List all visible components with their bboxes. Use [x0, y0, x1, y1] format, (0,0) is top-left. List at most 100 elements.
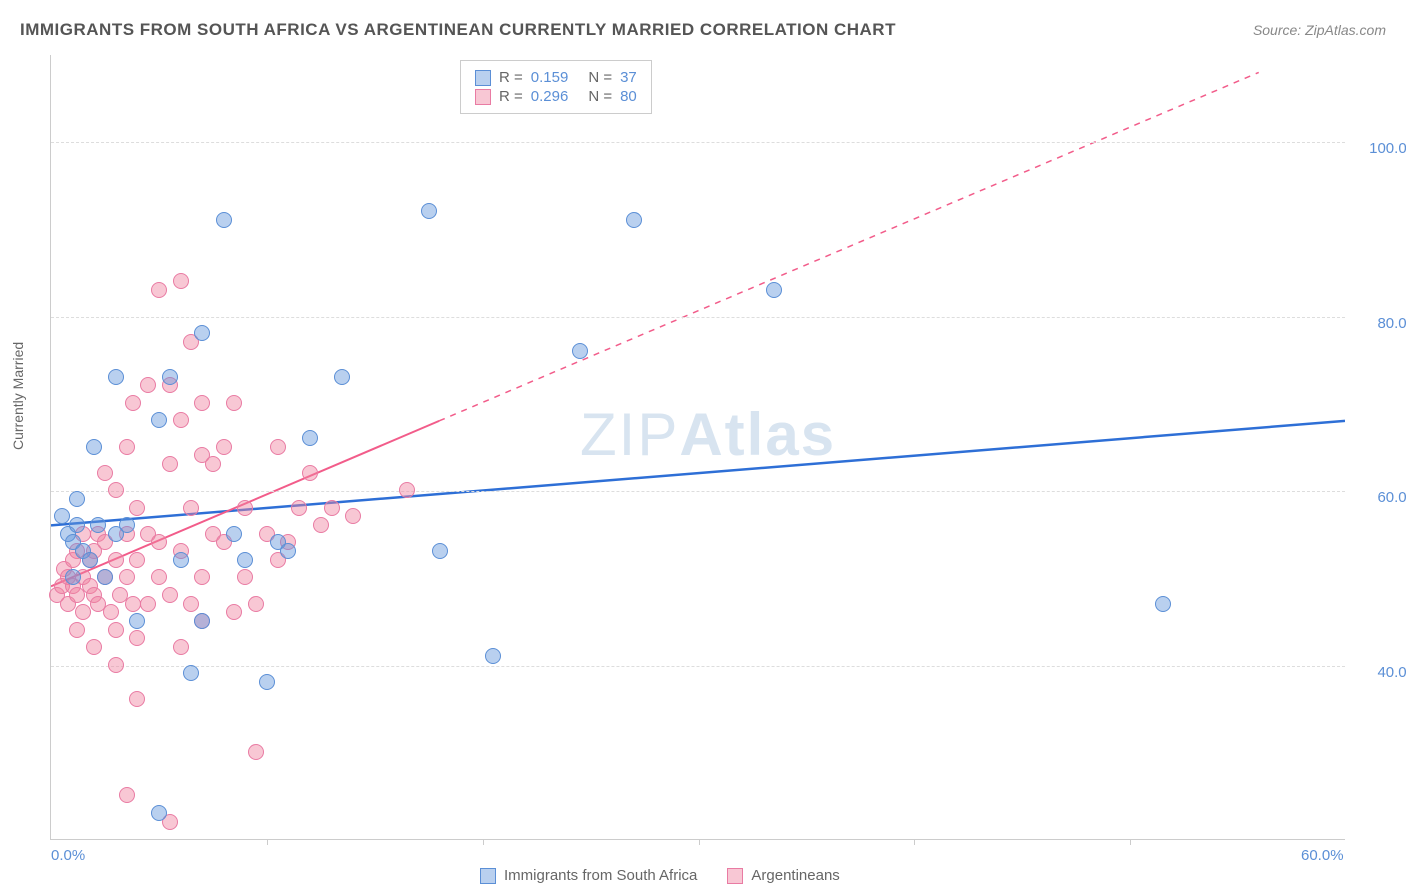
x-tick-mark	[914, 839, 915, 845]
scatter-point	[151, 412, 167, 428]
scatter-point	[69, 491, 85, 507]
scatter-point	[302, 465, 318, 481]
source-prefix: Source:	[1253, 22, 1305, 38]
y-tick-label: 40.0%	[1360, 664, 1406, 681]
series-label-1: Argentineans	[751, 867, 839, 884]
chart-container: IMMIGRANTS FROM SOUTH AFRICA VS ARGENTIN…	[0, 0, 1406, 892]
scatter-point	[226, 604, 242, 620]
scatter-point	[626, 212, 642, 228]
scatter-point	[140, 377, 156, 393]
correlation-legend-row-1: R = 0.296 N = 80	[475, 88, 637, 105]
scatter-point	[108, 552, 124, 568]
scatter-point	[432, 543, 448, 559]
scatter-point	[162, 456, 178, 472]
scatter-point	[69, 517, 85, 533]
scatter-point	[125, 596, 141, 612]
scatter-point	[226, 526, 242, 542]
scatter-point	[421, 203, 437, 219]
scatter-point	[119, 517, 135, 533]
scatter-point	[345, 508, 361, 524]
r-label: R =	[499, 88, 523, 105]
scatter-point	[108, 622, 124, 638]
scatter-point	[248, 744, 264, 760]
scatter-point	[119, 439, 135, 455]
series-label-0: Immigrants from South Africa	[504, 867, 697, 884]
scatter-point	[270, 439, 286, 455]
scatter-point	[237, 500, 253, 516]
scatter-point	[259, 674, 275, 690]
scatter-point	[194, 569, 210, 585]
scatter-point	[108, 482, 124, 498]
scatter-point	[183, 596, 199, 612]
scatter-point	[151, 282, 167, 298]
scatter-point	[86, 439, 102, 455]
n-label: N =	[588, 69, 612, 86]
x-tick-label: 0.0%	[51, 847, 85, 864]
source-attribution: Source: ZipAtlas.com	[1253, 22, 1386, 38]
correlation-legend-row-0: R = 0.159 N = 37	[475, 69, 637, 86]
legend-swatch-blue	[480, 868, 496, 884]
scatter-point	[1155, 596, 1171, 612]
scatter-point	[183, 665, 199, 681]
r-value-1: 0.296	[531, 88, 569, 105]
x-tick-label: 60.0%	[1301, 847, 1344, 864]
r-label: R =	[499, 69, 523, 86]
x-tick-mark	[1130, 839, 1131, 845]
series-legend: Immigrants from South Africa Argentinean…	[480, 867, 840, 884]
scatter-point	[151, 569, 167, 585]
scatter-point	[205, 456, 221, 472]
scatter-point	[140, 596, 156, 612]
r-value-0: 0.159	[531, 69, 569, 86]
scatter-point	[151, 534, 167, 550]
y-axis-label: Currently Married	[10, 342, 26, 450]
scatter-point	[97, 569, 113, 585]
scatter-point	[237, 569, 253, 585]
scatter-point	[248, 596, 264, 612]
scatter-point	[82, 552, 98, 568]
scatter-point	[324, 500, 340, 516]
y-tick-label: 80.0%	[1360, 315, 1406, 332]
n-value-0: 37	[620, 69, 637, 86]
legend-swatch-pink	[727, 868, 743, 884]
legend-swatch-pink	[475, 89, 491, 105]
scatter-point	[162, 587, 178, 603]
n-value-1: 80	[620, 88, 637, 105]
scatter-point	[572, 343, 588, 359]
scatter-point	[129, 500, 145, 516]
scatter-point	[90, 517, 106, 533]
chart-title: IMMIGRANTS FROM SOUTH AFRICA VS ARGENTIN…	[20, 20, 896, 40]
scatter-point	[119, 787, 135, 803]
gridline	[51, 666, 1345, 667]
trendline-pink-dashed	[439, 72, 1259, 420]
scatter-point	[291, 500, 307, 516]
scatter-point	[119, 569, 135, 585]
scatter-point	[129, 630, 145, 646]
scatter-point	[237, 552, 253, 568]
scatter-point	[129, 613, 145, 629]
scatter-point	[173, 273, 189, 289]
scatter-point	[766, 282, 782, 298]
scatter-point	[334, 369, 350, 385]
scatter-point	[313, 517, 329, 533]
gridline	[51, 317, 1345, 318]
scatter-point	[69, 622, 85, 638]
legend-swatch-blue	[475, 70, 491, 86]
gridline	[51, 491, 1345, 492]
n-label: N =	[588, 88, 612, 105]
series-legend-item-0: Immigrants from South Africa	[480, 867, 697, 884]
scatter-point	[54, 508, 70, 524]
scatter-point	[129, 691, 145, 707]
scatter-point	[125, 395, 141, 411]
scatter-point	[194, 395, 210, 411]
x-tick-mark	[699, 839, 700, 845]
correlation-legend: R = 0.159 N = 37 R = 0.296 N = 80	[460, 60, 652, 114]
gridline	[51, 142, 1345, 143]
scatter-point	[103, 604, 119, 620]
scatter-point	[86, 639, 102, 655]
scatter-point	[108, 369, 124, 385]
scatter-point	[151, 805, 167, 821]
scatter-point	[173, 639, 189, 655]
series-legend-item-1: Argentineans	[727, 867, 839, 884]
x-tick-mark	[267, 839, 268, 845]
trendlines-svg	[51, 55, 1345, 839]
